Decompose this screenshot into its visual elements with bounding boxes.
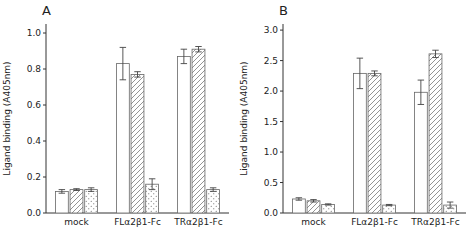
error-bar bbox=[371, 71, 377, 76]
y-tick bbox=[280, 60, 283, 61]
error-bar bbox=[73, 189, 79, 191]
bar bbox=[383, 205, 396, 213]
y-tick-label: 0.0 bbox=[264, 208, 279, 218]
panel: B Ligand binding (A405nm) 0.0 0.5 1.0 1.5 2.0 2… bbox=[239, 3, 466, 227]
error-bar bbox=[357, 58, 363, 88]
y-tick-label: 2.5 bbox=[264, 56, 278, 66]
y-tick-label: 1.5 bbox=[264, 117, 278, 127]
bar bbox=[177, 56, 190, 213]
bar bbox=[131, 74, 144, 213]
plot-marks bbox=[55, 47, 219, 214]
x-tick-label: mock bbox=[64, 217, 89, 227]
panel-title: B bbox=[279, 3, 288, 18]
error-bar bbox=[120, 47, 126, 79]
y-tick bbox=[280, 182, 283, 183]
bar bbox=[292, 199, 305, 213]
y-tick-label: 0.5 bbox=[264, 178, 278, 188]
bar bbox=[55, 191, 68, 213]
y-tick bbox=[43, 33, 46, 34]
bar bbox=[368, 73, 381, 213]
y-tick-label: 0.2 bbox=[27, 172, 41, 182]
plot-marks bbox=[292, 50, 456, 213]
error-bar bbox=[210, 188, 216, 192]
bar bbox=[353, 73, 366, 213]
error-bar bbox=[418, 80, 424, 104]
bar bbox=[429, 54, 442, 213]
y-tick bbox=[280, 213, 283, 214]
chart-svg: A Ligand binding (A405nm) 0.0 0.2 0.4 0.6 0.8 1… bbox=[0, 0, 474, 233]
bar bbox=[207, 190, 220, 213]
error-bar bbox=[386, 204, 392, 205]
y-tick bbox=[280, 30, 283, 31]
error-bar bbox=[181, 49, 187, 63]
y-tick-label: 0.4 bbox=[27, 136, 42, 146]
y-axis-label: Ligand binding (A405nm) bbox=[239, 61, 249, 175]
error-bar bbox=[59, 190, 65, 194]
bar bbox=[85, 190, 98, 213]
error-bar bbox=[88, 188, 94, 192]
y-tick bbox=[280, 152, 283, 153]
error-bar bbox=[296, 198, 302, 200]
x-tick-label: TRα2β1-Fc bbox=[173, 217, 222, 227]
y-tick bbox=[43, 141, 46, 142]
y-tick-label: 1.0 bbox=[27, 28, 42, 38]
error-bar bbox=[447, 202, 453, 208]
y-tick-label: 1.0 bbox=[264, 147, 279, 157]
bar bbox=[307, 201, 320, 213]
x-tick-label: mock bbox=[301, 217, 326, 227]
y-tick-label: 0.0 bbox=[27, 208, 42, 218]
error-bar bbox=[134, 72, 140, 77]
panel: A Ligand binding (A405nm) 0.0 0.2 0.4 0.6 0.8 1… bbox=[2, 3, 229, 227]
bar bbox=[70, 190, 83, 213]
y-tick-label: 3.0 bbox=[264, 25, 279, 35]
error-bar bbox=[195, 47, 201, 52]
error-bar bbox=[432, 50, 438, 57]
bar bbox=[192, 49, 205, 213]
y-axis-line bbox=[46, 24, 47, 213]
x-tick-label: FLα2β1-Fc bbox=[114, 217, 161, 227]
y-tick bbox=[43, 105, 46, 106]
y-tick-label: 0.8 bbox=[27, 64, 42, 74]
y-tick bbox=[280, 121, 283, 122]
y-tick bbox=[43, 177, 46, 178]
y-axis-label: Ligand binding (A405nm) bbox=[2, 61, 12, 175]
x-tick-label: FLα2β1-Fc bbox=[351, 217, 398, 227]
bar bbox=[322, 204, 335, 213]
y-tick-label: 0.6 bbox=[27, 100, 42, 110]
y-tick bbox=[43, 69, 46, 70]
error-bar bbox=[325, 204, 331, 205]
y-tick bbox=[280, 91, 283, 92]
x-tick-label: TRα2β1-Fc bbox=[410, 217, 459, 227]
error-bar bbox=[149, 179, 155, 190]
y-axis-line bbox=[283, 24, 284, 213]
page-body: {"chart_data": [ {"type": "bar", "title"… bbox=[0, 0, 474, 233]
y-tick-label: 2.0 bbox=[264, 86, 279, 96]
error-bar bbox=[310, 200, 316, 202]
bar bbox=[116, 64, 129, 213]
bar bbox=[414, 92, 427, 213]
panel-title: A bbox=[42, 3, 51, 18]
y-tick bbox=[43, 213, 46, 214]
